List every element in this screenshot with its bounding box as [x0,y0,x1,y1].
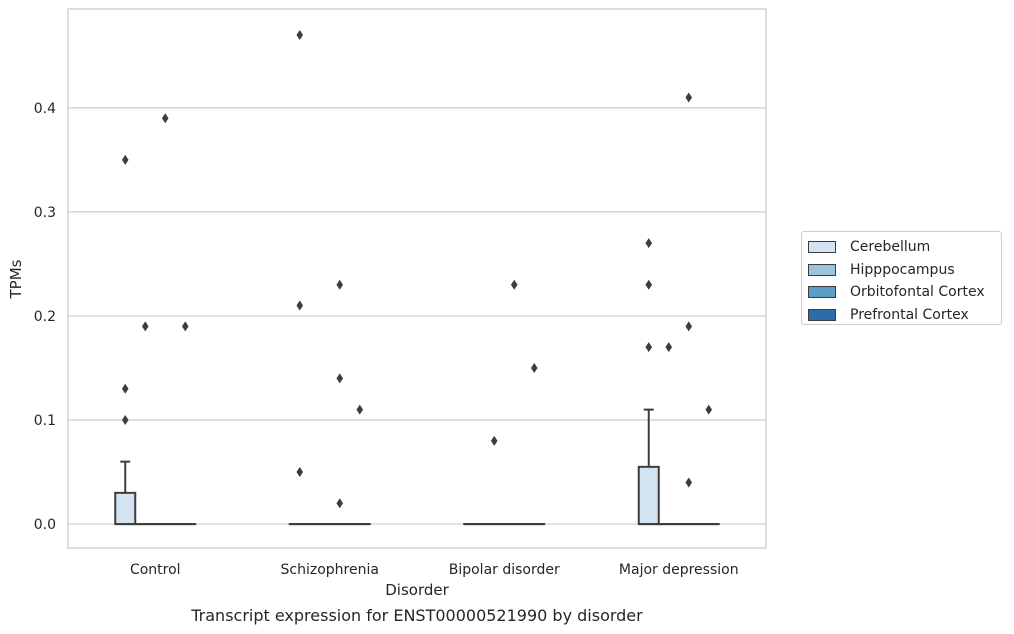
x-tick-label: Major depression [619,562,739,578]
legend-item-orbitofrontal-cortex: Orbitofontal Cortex [808,281,1001,304]
x-tick-labels: Control Schizophrenia Bipolar disorder Majo… [130,562,739,578]
legend-swatch-orbitofrontal-cortex [808,286,836,299]
outlier-point [510,279,518,290]
outlier-point [181,321,189,332]
y-tick-label: 0.4 [34,101,56,117]
y-tick-label: 0.3 [34,205,56,221]
y-tick-label: 0.1 [34,413,56,429]
y-axis-label: TPMs [7,259,25,299]
outlier-point [665,342,673,353]
y-tick-labels: 0.0 0.1 0.2 0.3 0.4 [34,101,56,533]
outlier-point [296,30,304,41]
outlier-point [336,279,344,290]
outlier-point [296,467,304,478]
x-tick-label: Schizophrenia [281,562,379,578]
outlier-point [356,404,364,415]
outlier-point [121,415,129,426]
outlier-point [296,300,304,311]
grid-lines [68,107,766,525]
legend-item-cerebellum: Cerebellum [808,236,1001,259]
outlier-point [141,321,149,332]
box-body [637,465,660,526]
outlier-point [161,113,169,124]
outlier-point [336,498,344,509]
y-tick-label: 0.0 [34,517,56,533]
outlier-point [685,477,693,488]
outlier-point [490,435,498,446]
legend-item-prefrontal-cortex: Prefrontal Cortex [808,304,1001,327]
x-axis-label: Disorder [385,581,449,599]
legend-label-prefrontal-cortex: Prefrontal Cortex [850,306,969,323]
outlier-point [705,404,713,415]
x-tick-label: Control [130,562,181,578]
outlier-point [336,373,344,384]
legend-label-cerebellum: Cerebellum [850,239,931,256]
outlier-points [121,30,713,509]
box-body [114,491,137,526]
legend-swatch-hippocampus [808,263,836,276]
plot-frame [67,8,767,549]
outlier-point [645,238,653,249]
outlier-point [645,342,653,353]
legend-label-hippocampus: Hipppocampus [850,261,955,278]
outlier-point [645,279,653,290]
outlier-point [121,154,129,165]
legend-swatch-cerebellum [808,241,836,254]
outlier-point [530,362,538,373]
box [637,408,660,526]
legend-label-orbitofrontal-cortex: Orbitofontal Cortex [850,284,985,301]
legend-item-hippocampus: Hipppocampus [808,259,1001,282]
legend: Cerebellum Hipppocampus Orbitofontal Cor… [801,231,1002,325]
outlier-point [121,383,129,394]
chart-title: Transcript expression for ENST0000052199… [191,606,643,625]
boxes [114,408,720,526]
outlier-point [685,92,693,103]
legend-swatch-prefrontal-cortex [808,308,836,321]
y-tick-label: 0.2 [34,309,56,325]
outlier-point [685,321,693,332]
x-tick-label: Bipolar disorder [449,562,560,578]
box [114,460,137,526]
